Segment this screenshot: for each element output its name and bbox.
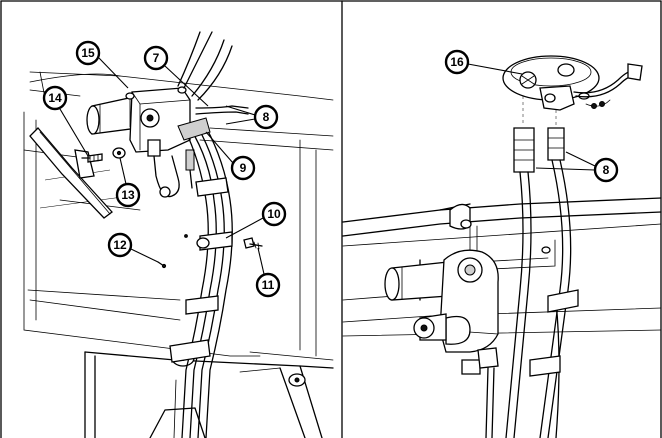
wiper-motor-right [384, 249, 499, 438]
callout-7-label: 7 [153, 51, 160, 65]
callout-7: 7 [143, 45, 169, 71]
leader-12 [130, 248, 159, 263]
leader-16 [467, 63, 523, 75]
callout-11-label: 11 [262, 278, 275, 292]
alignment-lines [522, 96, 557, 126]
leader-7 [164, 65, 209, 107]
leader-15 [98, 57, 129, 89]
leader-8-left [225, 105, 256, 125]
cab-structure [342, 197, 662, 337]
leader-13 [119, 157, 127, 185]
wiper-arm [29, 127, 113, 219]
right-panel: 16 8 [342, 49, 662, 438]
connector-housing [502, 55, 643, 111]
callout-8-left-label: 8 [263, 110, 270, 124]
leader-10 [225, 217, 264, 239]
harness-clamps [169, 117, 233, 363]
callout-16: 16 [444, 49, 470, 75]
callout-12-label: 12 [113, 238, 127, 252]
leader-9 [205, 131, 234, 164]
callout-8-right-label: 8 [603, 163, 610, 177]
small-screw [157, 234, 188, 269]
callout-16-label: 16 [450, 55, 464, 69]
left-panel: 15 7 14 8 9 13 10 [23, 31, 334, 438]
pivot-screw [81, 153, 103, 163]
leader-8-right [535, 151, 596, 171]
clamp-screw [243, 237, 263, 250]
callout-12: 12 [107, 232, 133, 258]
callout-9-label: 9 [240, 161, 247, 175]
callout-8-right: 8 [593, 157, 619, 183]
callout-10: 10 [261, 201, 287, 227]
callout-13-label: 13 [121, 188, 135, 202]
callout-9: 9 [230, 155, 256, 181]
callout-11: 11 [255, 272, 281, 298]
callout-15-label: 15 [81, 46, 95, 60]
callout-14-label: 14 [48, 91, 62, 105]
callout-15: 15 [75, 40, 101, 66]
leader-11 [257, 247, 265, 275]
right-clamps [461, 289, 579, 377]
callout-10-label: 10 [267, 207, 281, 221]
callout-8-left: 8 [253, 104, 279, 130]
washer [112, 147, 126, 159]
harness-connectors [513, 127, 565, 173]
callout-14: 14 [42, 85, 68, 111]
wiper-motor [86, 86, 195, 198]
leader-14 [59, 108, 89, 157]
callout-13: 13 [115, 182, 141, 208]
